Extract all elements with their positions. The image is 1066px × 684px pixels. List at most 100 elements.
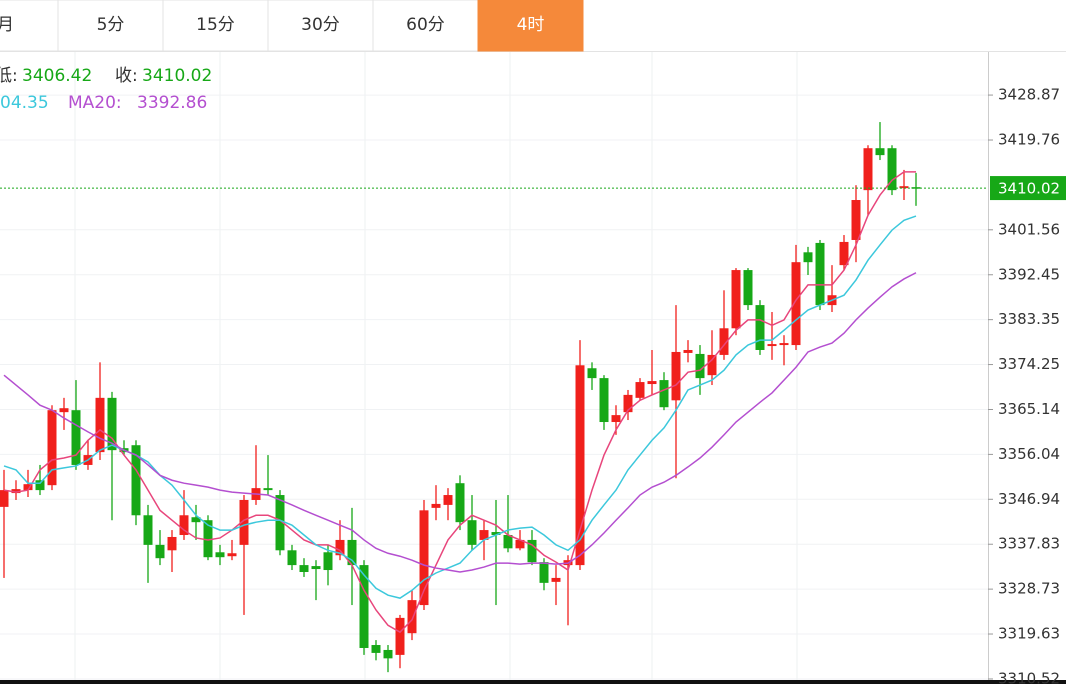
tab-label[interactable]: 月	[0, 15, 14, 35]
candle-body	[263, 488, 273, 491]
tab-label[interactable]: 15分	[196, 15, 235, 35]
tab[interactable]: 月	[0, 0, 59, 52]
candle-body	[443, 495, 453, 505]
price-label: 3410.02	[998, 180, 1060, 198]
candle-body	[707, 354, 717, 376]
candle-body	[503, 535, 513, 549]
candle-body	[515, 539, 525, 549]
candle-body	[191, 517, 201, 523]
candle-body	[539, 562, 549, 583]
candle-body	[647, 381, 657, 385]
candle-body	[467, 520, 477, 545]
candle-body	[11, 489, 21, 494]
tab-label[interactable]: 60分	[406, 15, 445, 35]
candle-body	[575, 365, 585, 566]
candle-body	[23, 484, 33, 491]
tab[interactable]: 15分	[162, 0, 269, 52]
y-tick-label: 3346.94	[998, 490, 1060, 508]
tab-background[interactable]	[0, 0, 59, 52]
candle-body	[395, 617, 405, 655]
candle-body	[527, 539, 537, 563]
candle-body	[671, 351, 681, 401]
ma10-value: 04.35	[0, 93, 49, 113]
y-tick-label: 3337.83	[998, 535, 1060, 553]
tab[interactable]: 60分	[372, 0, 479, 52]
plot	[0, 94, 988, 680]
candle-body	[227, 553, 237, 557]
candle-body	[323, 552, 333, 571]
candle-body	[551, 577, 561, 582]
candle-body	[695, 353, 705, 379]
candle-body	[755, 305, 765, 350]
tab[interactable]: 4时	[477, 0, 584, 52]
candle-body	[743, 270, 753, 306]
y-tick-label: 3310.52	[998, 669, 1060, 684]
tab[interactable]: 5分	[57, 0, 164, 52]
y-tick-label: 3383.35	[998, 310, 1060, 328]
candle-body	[407, 600, 417, 634]
y-tick-label: 3328.73	[998, 580, 1060, 598]
candle-body	[359, 565, 369, 648]
candle-body	[35, 480, 45, 491]
tab-background[interactable]	[477, 0, 584, 52]
candle-body	[71, 410, 81, 465]
candle-body	[239, 499, 249, 545]
candle-body	[683, 349, 693, 353]
close-value: 3410.02	[142, 66, 212, 86]
tab-label[interactable]: 5分	[97, 15, 125, 35]
candle-body	[299, 565, 309, 573]
candle-body	[599, 378, 609, 423]
y-tick-label: 3365.14	[998, 400, 1060, 418]
candle-body	[479, 530, 489, 540]
ma-line	[3, 171, 916, 634]
candle-body	[455, 483, 465, 523]
candle-body	[419, 510, 429, 606]
y-tick-label: 3401.56	[998, 220, 1060, 238]
tab-label[interactable]: 4时	[517, 15, 545, 35]
candle-body	[491, 532, 501, 536]
candle-body	[95, 397, 105, 453]
tab[interactable]: 30分	[267, 0, 374, 52]
low-label: 低:	[0, 66, 18, 86]
candle-body	[335, 539, 345, 556]
candle-body	[0, 490, 9, 507]
candle-body	[59, 408, 69, 413]
tab-group: 月 5分 15分 30分 60分 4时	[0, 0, 584, 52]
ma20-label: MA20:	[68, 93, 122, 113]
candle-body	[143, 515, 153, 545]
candle-body	[611, 415, 621, 423]
low-value: 3406.42	[22, 66, 92, 86]
close-label: 收:	[115, 66, 138, 86]
candle-body	[347, 539, 357, 566]
candle-body	[287, 550, 297, 566]
candle-body	[167, 536, 177, 551]
candle-body	[851, 200, 861, 240]
candle-body	[203, 520, 213, 558]
candle-body	[779, 343, 789, 346]
candle-body	[179, 515, 189, 536]
ma20-value: 3392.86	[137, 93, 207, 113]
candle-body	[803, 252, 813, 263]
tab-background[interactable]	[267, 0, 374, 52]
y-tick-label: 3428.87	[998, 86, 1060, 104]
candle-body	[719, 328, 729, 355]
y-tick-label: 3319.63	[998, 625, 1060, 643]
candle-body	[47, 410, 57, 486]
candle-body	[155, 544, 165, 559]
candle-body	[767, 344, 777, 347]
tab-label[interactable]: 30分	[301, 15, 340, 35]
candle-body	[107, 397, 117, 451]
y-tick-label: 3374.25	[998, 355, 1060, 373]
candle-body	[131, 445, 141, 516]
candle-body	[371, 645, 381, 653]
y-tick-label: 3419.76	[998, 131, 1060, 149]
candle-body	[215, 552, 225, 558]
ma-line	[3, 272, 917, 573]
ma-line	[3, 215, 917, 599]
tab-background[interactable]	[162, 0, 269, 52]
candle-body	[839, 241, 849, 266]
candle-body	[875, 148, 885, 156]
price-label-box	[990, 176, 1066, 201]
candle-body	[587, 368, 597, 379]
